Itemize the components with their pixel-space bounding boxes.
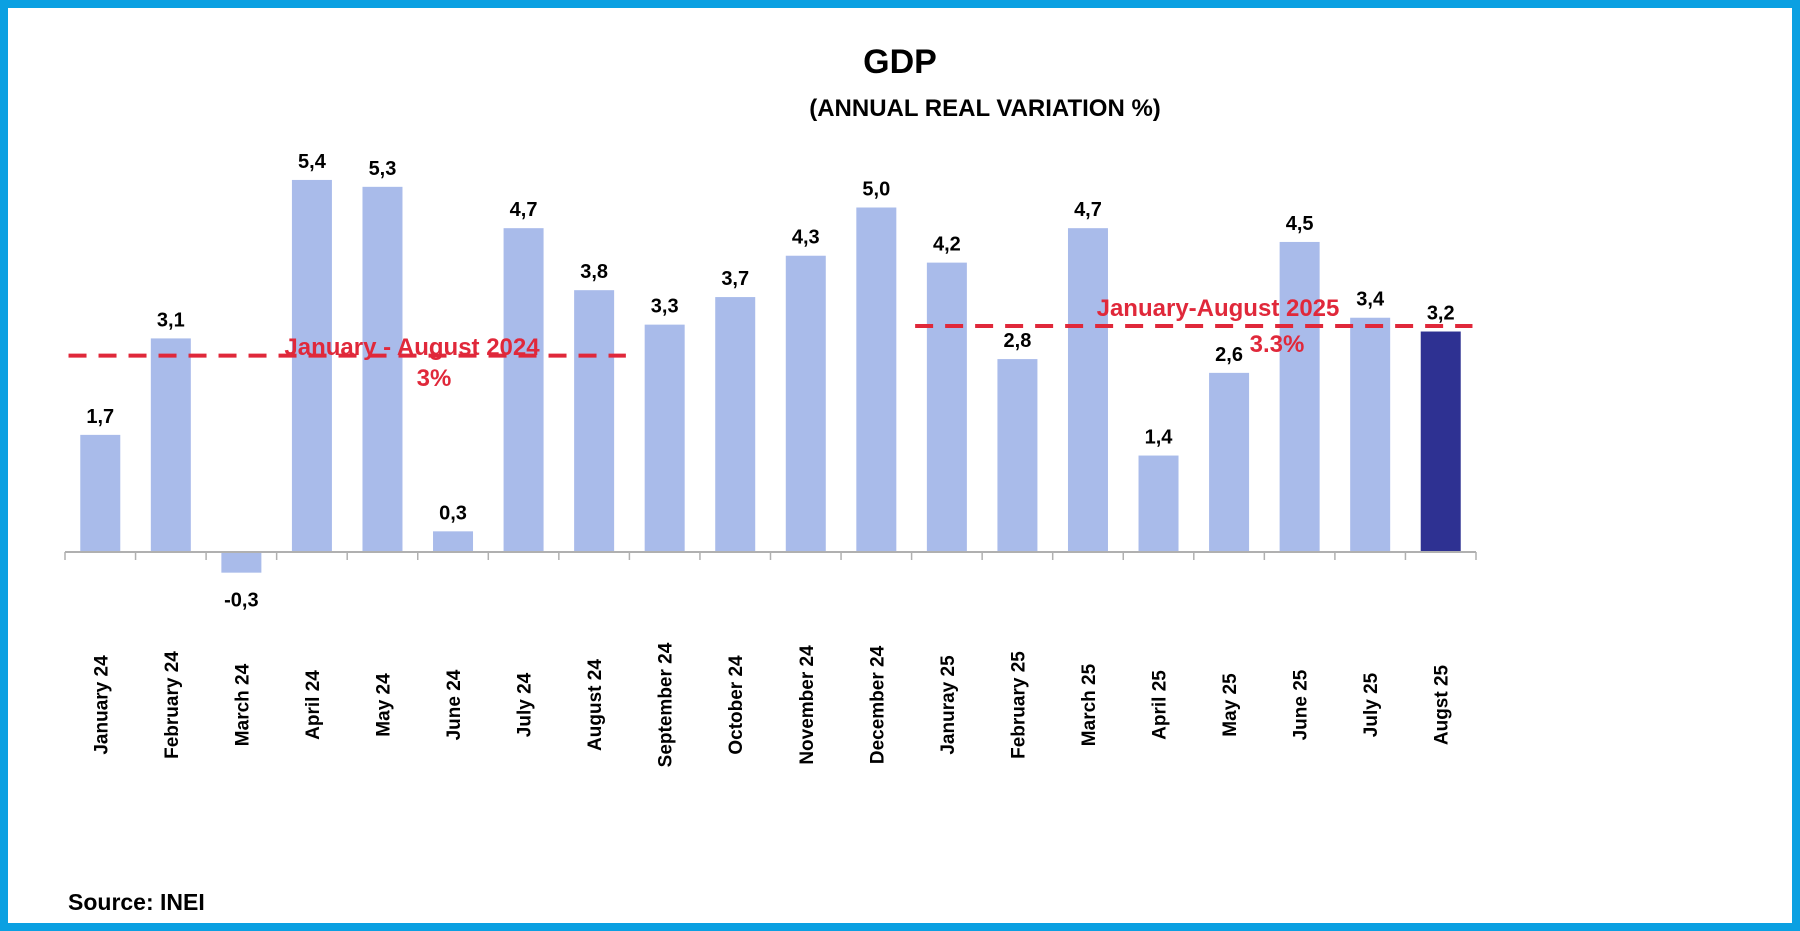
category-label: February 25 (1008, 651, 1029, 759)
chart-title: GDP (863, 43, 937, 81)
chart-subtitle: (ANNUAL REAL VARIATION %) (809, 95, 1161, 122)
category-label: August 24 (585, 659, 606, 751)
value-label: 3,4 (1356, 289, 1385, 311)
value-label: -0,3 (224, 590, 258, 612)
avg-2025-label-line2: 3.3% (1250, 331, 1305, 358)
category-label: June 25 (1291, 669, 1312, 740)
x-axis (64, 551, 1477, 560)
category-labels-group: January 24 February 24 March 24 April 24 May… (91, 642, 1452, 767)
category-label: May 24 (373, 673, 394, 737)
value-label: 5,3 (369, 158, 397, 180)
value-label: 4,7 (1074, 199, 1102, 221)
bar (856, 207, 897, 552)
category-label: July 24 (515, 672, 536, 737)
bar (1138, 455, 1179, 552)
category-label: February 24 (162, 651, 183, 759)
bar (150, 338, 191, 552)
value-label: 4,5 (1286, 213, 1314, 235)
bar (1350, 317, 1391, 552)
value-labels-group: 1,7 3,1 -0,3 5,4 5,3 0,3 4,7 3,8 3,3 3,7 4,3 5,0 4,2… (86, 151, 1454, 612)
source-note: Source: INEI (68, 889, 205, 915)
value-label: 3,2 (1427, 303, 1455, 325)
bar (80, 434, 121, 552)
category-label: November 24 (797, 645, 818, 765)
bar (644, 324, 685, 552)
value-label: 5,0 (862, 179, 890, 201)
value-label: 3,8 (580, 261, 608, 283)
category-label: May 25 (1220, 673, 1241, 737)
category-label: March 25 (1079, 663, 1100, 746)
bar (1279, 241, 1320, 552)
value-label: 3,7 (721, 268, 749, 290)
bar (433, 531, 474, 552)
category-label: April 24 (303, 670, 324, 740)
bar (1420, 331, 1461, 552)
bar (785, 255, 826, 553)
value-label: 2,6 (1215, 344, 1243, 366)
bar (503, 228, 544, 553)
bar (997, 359, 1038, 552)
value-label: 4,7 (510, 199, 538, 221)
category-label: March 24 (232, 663, 253, 746)
category-label: January 24 (91, 655, 112, 755)
bar (362, 186, 403, 552)
bar (1209, 372, 1250, 552)
bar (221, 552, 262, 573)
value-label: 3,3 (651, 296, 679, 318)
avg-2025-label-line1: January-August 2025 (1097, 295, 1340, 322)
bar (1067, 228, 1108, 553)
value-label: 1,4 (1145, 427, 1174, 449)
bar (926, 262, 967, 552)
category-label: July 25 (1361, 672, 1382, 737)
category-label: December 24 (867, 645, 888, 764)
value-label: 0,3 (439, 502, 467, 524)
value-label: 5,4 (298, 151, 327, 173)
value-label: 3,1 (157, 309, 185, 331)
reference-lines-group (68, 324, 1473, 358)
bars-group (80, 179, 1461, 573)
category-label: June 24 (444, 669, 465, 740)
value-label: 4,3 (792, 227, 820, 249)
category-label: September 24 (656, 642, 677, 767)
avg-2024-label-line2: 3% (417, 365, 452, 392)
value-label: 2,8 (1004, 330, 1032, 352)
bar (574, 290, 615, 552)
category-label: April 25 (1150, 670, 1171, 740)
value-label: 4,2 (933, 234, 961, 256)
category-label: October 24 (726, 655, 747, 755)
bar (291, 179, 332, 552)
avg-2024-label-line1: January - August 2024 (284, 334, 540, 361)
category-label: Januray 25 (938, 655, 959, 755)
bar (715, 297, 756, 552)
value-label: 1,7 (86, 406, 114, 428)
category-label: Augst 25 (1432, 664, 1453, 745)
